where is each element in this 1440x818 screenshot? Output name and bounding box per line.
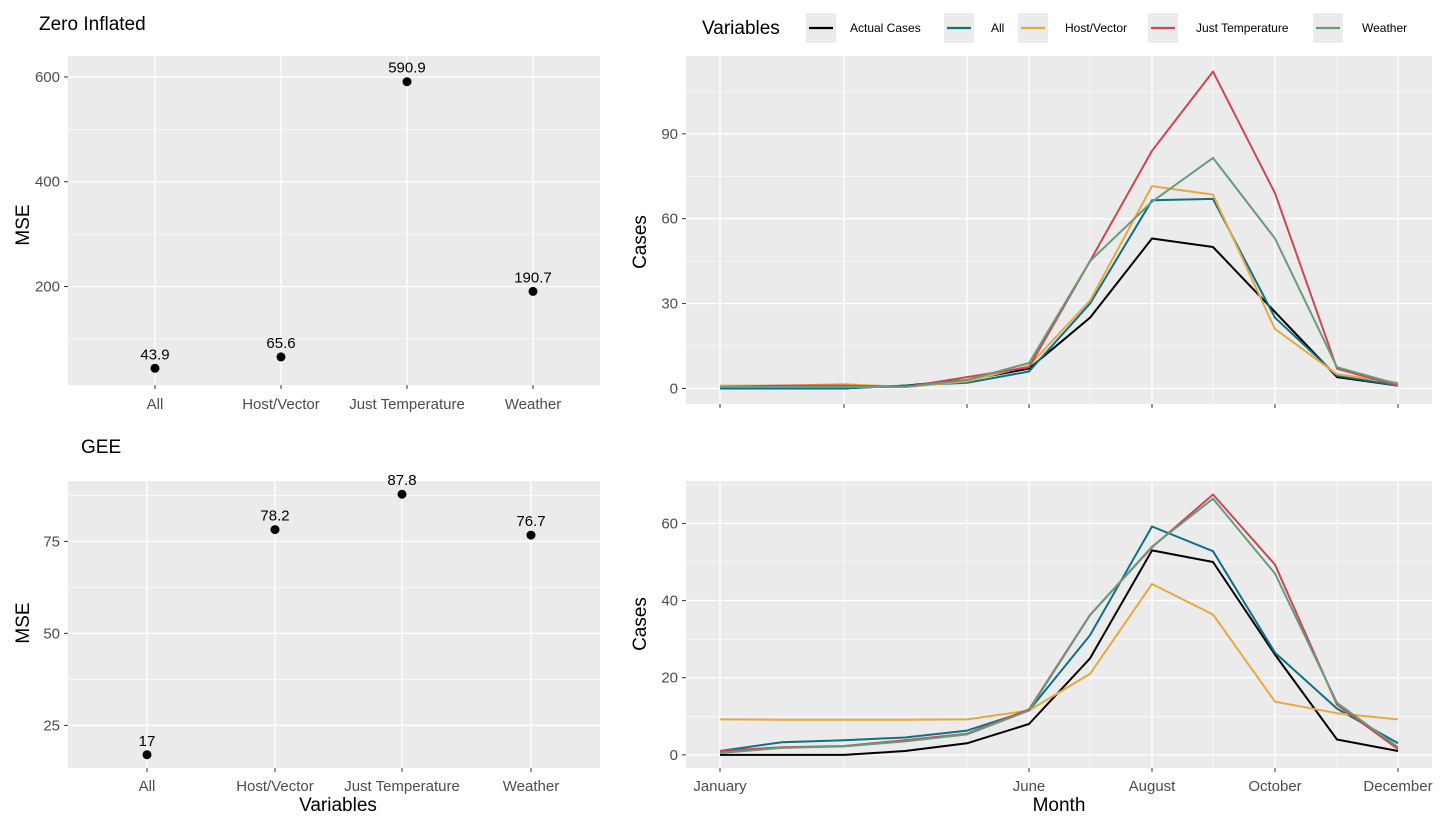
- x-tick-label: December: [1363, 778, 1432, 795]
- data-label: 190.7: [514, 269, 552, 286]
- y-tick-label: 60: [661, 515, 678, 532]
- x-tick-label: August: [1129, 778, 1177, 795]
- series-line: [719, 525, 1399, 752]
- data-point: [270, 525, 280, 535]
- series-line: [720, 156, 1399, 388]
- y-tick-label: 600: [35, 69, 60, 86]
- data-point: [150, 363, 160, 373]
- line-panel-bottom: 0 20 40 60 January June August October December: [661, 481, 1433, 795]
- legend-label: Weather: [1362, 21, 1407, 35]
- x-tick-label: Weather: [503, 778, 559, 795]
- legend-label: Just Temperature: [1196, 21, 1289, 35]
- data-point: [142, 750, 152, 760]
- data-label: 87.8: [387, 472, 416, 489]
- y-tick-label: 50: [43, 625, 60, 642]
- x-tick-label: Just Temperature: [349, 396, 465, 413]
- y-tick-label: 20: [661, 670, 678, 687]
- x-tick-label: All: [139, 778, 156, 795]
- line-panel-top: 0 30 60 90: [661, 56, 1432, 408]
- series-line: [720, 185, 1399, 388]
- data-label: 43.9: [140, 346, 169, 363]
- legend-label: Actual Cases: [850, 21, 921, 35]
- y-axis-title-bottom-lines: Cases: [630, 597, 651, 651]
- data-point: [528, 286, 538, 296]
- x-axis-title-month: Month: [1033, 795, 1086, 816]
- data-point: [402, 77, 412, 87]
- x-tick-label: January: [693, 778, 747, 795]
- data-point: [276, 352, 286, 362]
- y-tick-label: 75: [43, 533, 60, 550]
- y-axis-title-top-lines: Cases: [630, 215, 651, 269]
- x-tick-label: June: [1013, 778, 1046, 795]
- panel-background: [68, 56, 600, 385]
- data-point: [526, 530, 536, 540]
- legend-label: All: [991, 21, 1004, 35]
- y-tick-label: 60: [661, 211, 678, 228]
- data-label: 76.7: [516, 513, 545, 530]
- data-point: [397, 489, 407, 499]
- legend: Variables Actual Cases All Host/Vector Just…: [702, 13, 1407, 43]
- x-axis-title-gee: Variables: [299, 795, 377, 816]
- x-tick-label: Host/Vector: [242, 396, 320, 413]
- y-tick-label: 40: [661, 593, 678, 610]
- y-axis-title-gee: MSE: [13, 602, 34, 643]
- legend-title: Variables: [702, 18, 780, 39]
- chart-title-gee: GEE: [81, 437, 121, 458]
- data-label: 590.9: [388, 60, 426, 77]
- y-tick-label: 0: [670, 380, 678, 397]
- data-label: 17: [139, 733, 156, 750]
- y-tick-label: 25: [43, 717, 60, 734]
- chart-title-zero-inflated: Zero Inflated: [39, 14, 146, 35]
- y-tick-label: 90: [661, 126, 678, 143]
- x-tick-label: Host/Vector: [236, 778, 314, 795]
- y-tick-label: 30: [661, 296, 678, 313]
- data-label: 65.6: [266, 335, 295, 352]
- legend-label: Host/Vector: [1065, 21, 1127, 35]
- y-axis-title-zero-inflated: MSE: [13, 204, 34, 245]
- scatter-panel-zero-inflated: 200 400 600 All Host/Vector Just Temperature W…: [35, 56, 600, 413]
- panel-background: [68, 481, 600, 768]
- series-line: [720, 197, 1399, 390]
- panel-background: [686, 56, 1432, 404]
- x-tick-label: October: [1248, 778, 1301, 795]
- y-tick-label: 400: [35, 174, 60, 191]
- data-label: 78.2: [260, 508, 289, 525]
- x-tick-label: All: [147, 396, 164, 413]
- series-line: [719, 70, 1399, 388]
- y-tick-label: 0: [670, 747, 678, 764]
- series-line: [719, 497, 1399, 754]
- y-tick-label: 200: [35, 279, 60, 296]
- series-line: [719, 583, 1399, 721]
- scatter-panel-gee: 25 50 75 All Host/Vector Just Temperature Weat…: [43, 472, 600, 795]
- x-tick-label: Just Temperature: [344, 778, 460, 795]
- x-tick-label: Weather: [505, 396, 561, 413]
